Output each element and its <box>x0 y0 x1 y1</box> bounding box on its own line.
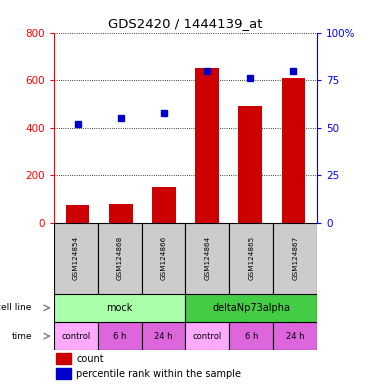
Text: mock: mock <box>106 303 133 313</box>
Bar <box>66 205 89 223</box>
Bar <box>56 353 71 364</box>
Text: time: time <box>11 332 32 341</box>
Bar <box>273 223 317 294</box>
Bar <box>98 223 142 294</box>
Bar <box>195 68 219 223</box>
Text: GSM124864: GSM124864 <box>204 236 210 280</box>
Bar <box>142 322 186 350</box>
Text: 24 h: 24 h <box>286 332 305 341</box>
Text: GSM124865: GSM124865 <box>248 236 255 280</box>
Bar <box>229 322 273 350</box>
Bar <box>152 187 176 223</box>
Bar <box>273 322 317 350</box>
Text: deltaNp73alpha: deltaNp73alpha <box>212 303 290 313</box>
Bar <box>229 223 273 294</box>
Bar <box>54 294 185 322</box>
Bar <box>186 223 229 294</box>
Bar <box>98 322 142 350</box>
Text: GSM124868: GSM124868 <box>116 236 123 280</box>
Text: GSM124867: GSM124867 <box>292 236 298 280</box>
Text: control: control <box>193 332 222 341</box>
Bar <box>54 223 98 294</box>
Title: GDS2420 / 1444139_at: GDS2420 / 1444139_at <box>108 17 263 30</box>
Text: GSM124866: GSM124866 <box>161 236 167 280</box>
Bar <box>282 78 305 223</box>
Text: count: count <box>76 354 104 364</box>
Bar <box>186 322 229 350</box>
Text: 6 h: 6 h <box>244 332 258 341</box>
Bar <box>186 294 317 322</box>
Text: percentile rank within the sample: percentile rank within the sample <box>76 369 241 379</box>
Text: control: control <box>61 332 91 341</box>
Bar <box>239 106 262 223</box>
Bar <box>56 368 71 379</box>
Text: cell line: cell line <box>0 303 32 312</box>
Text: GSM124854: GSM124854 <box>73 236 79 280</box>
Bar <box>142 223 186 294</box>
Text: 24 h: 24 h <box>154 332 173 341</box>
Text: 6 h: 6 h <box>113 332 127 341</box>
Bar <box>109 204 132 223</box>
Bar <box>54 322 98 350</box>
